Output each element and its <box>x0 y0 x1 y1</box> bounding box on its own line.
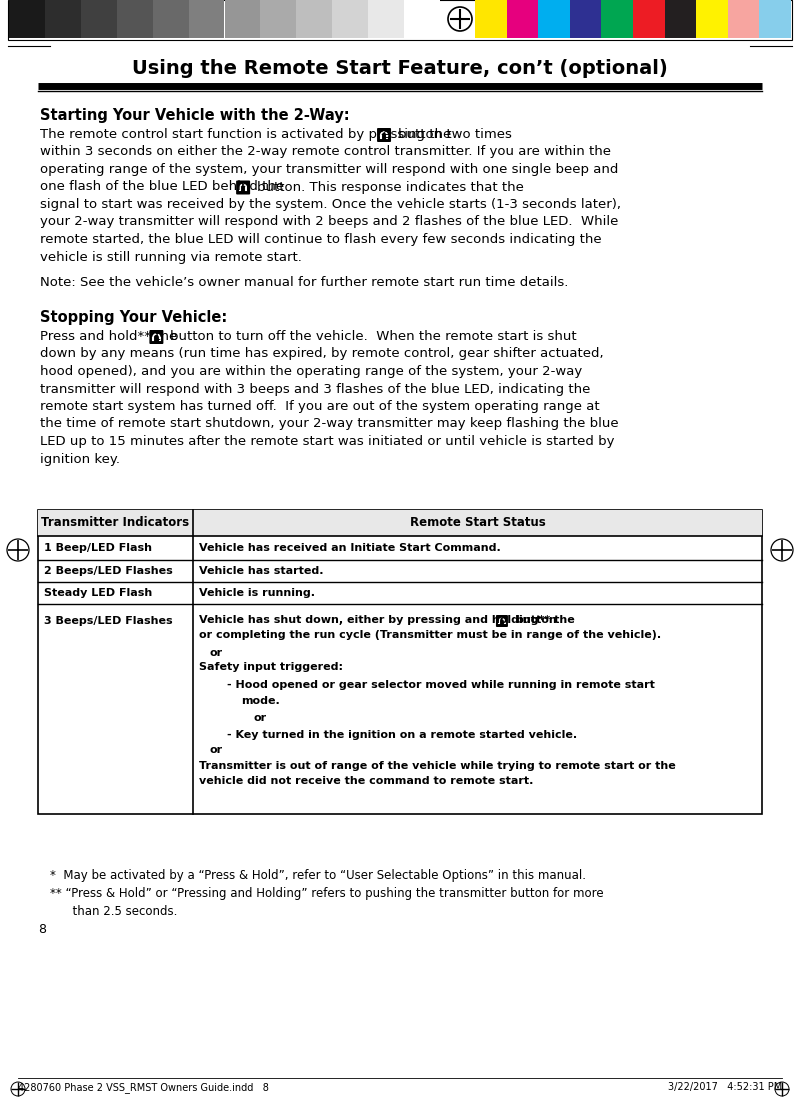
Text: signal to start was received by the system. Once the vehicle starts (1-3 seconds: signal to start was received by the syst… <box>40 198 621 211</box>
Text: transmitter will respond with 3 beeps and 3 flashes of the blue LED, indicating : transmitter will respond with 3 beeps an… <box>40 383 590 396</box>
Text: 3 Beeps/LED Flashes: 3 Beeps/LED Flashes <box>44 616 173 626</box>
Text: *  May be activated by a “Press & Hold”, refer to “User Selectable Options” in t: * May be activated by a “Press & Hold”, … <box>50 869 586 882</box>
Bar <box>225 0 261 39</box>
Text: one flash of the blue LED behind the: one flash of the blue LED behind the <box>40 180 284 194</box>
Bar <box>193 510 762 536</box>
Text: Transmitter Indicators: Transmitter Indicators <box>42 517 190 529</box>
Text: or completing the run cycle (Transmitter must be in range of the vehicle).: or completing the run cycle (Transmitter… <box>199 630 661 640</box>
Bar <box>368 0 404 39</box>
Text: mode.: mode. <box>241 695 280 705</box>
Text: ** “Press & Hold” or “Pressing and Holding” refers to pushing the transmitter bu: ** “Press & Hold” or “Pressing and Holdi… <box>50 887 604 900</box>
Text: - Hood opened or gear selector moved while running in remote start: - Hood opened or gear selector moved whi… <box>227 680 655 690</box>
Text: 2 Beeps/LED Flashes: 2 Beeps/LED Flashes <box>44 566 173 576</box>
Text: Remote Start Status: Remote Start Status <box>410 517 546 529</box>
Text: button two times: button two times <box>398 128 512 141</box>
Bar <box>332 0 368 39</box>
Bar <box>189 0 225 39</box>
FancyBboxPatch shape <box>377 128 391 142</box>
Bar <box>153 0 189 39</box>
Bar <box>117 0 153 39</box>
Text: operating range of the system, your transmitter will respond with one single bee: operating range of the system, your tran… <box>40 163 618 176</box>
FancyBboxPatch shape <box>150 330 163 344</box>
Text: LED up to 15 minutes after the remote start was initiated or until vehicle is st: LED up to 15 minutes after the remote st… <box>40 434 614 448</box>
Text: 3/22/2017   4:52:31 PM: 3/22/2017 4:52:31 PM <box>668 1082 782 1092</box>
Text: hood opened), and you are within the operating range of the system, your 2-way: hood opened), and you are within the ope… <box>40 365 582 378</box>
Bar <box>538 0 570 39</box>
Bar <box>570 0 602 39</box>
Text: Vehicle has started.: Vehicle has started. <box>199 566 323 576</box>
Bar <box>9 0 45 39</box>
Bar <box>665 0 696 39</box>
Bar <box>38 510 193 536</box>
Bar <box>45 0 81 39</box>
Text: Vehicle is running.: Vehicle is running. <box>199 588 315 598</box>
Bar <box>696 0 728 39</box>
Text: Press and hold** the: Press and hold** the <box>40 330 178 343</box>
Text: vehicle is still running via remote start.: vehicle is still running via remote star… <box>40 251 302 264</box>
Bar <box>728 0 759 39</box>
Text: or: or <box>209 648 222 658</box>
Text: the time of remote start shutdown, your 2-way transmitter may keep flashing the : the time of remote start shutdown, your … <box>40 418 618 430</box>
Text: or: or <box>209 745 222 756</box>
Bar <box>8 0 792 40</box>
Text: button. This response indicates that the: button. This response indicates that the <box>257 180 524 194</box>
Text: Using the Remote Start Feature, con’t (optional): Using the Remote Start Feature, con’t (o… <box>132 58 668 77</box>
FancyBboxPatch shape <box>236 180 250 195</box>
Bar <box>759 0 791 39</box>
Text: Starting Your Vehicle with the 2-Way:: Starting Your Vehicle with the 2-Way: <box>40 108 350 123</box>
Bar <box>506 0 538 39</box>
Text: - Key turned in the ignition on a remote started vehicle.: - Key turned in the ignition on a remote… <box>227 729 577 739</box>
Text: your 2-way transmitter will respond with 2 beeps and 2 flashes of the blue LED. : your 2-way transmitter will respond with… <box>40 216 618 229</box>
Text: Vehicle has received an Initiate Start Command.: Vehicle has received an Initiate Start C… <box>199 543 501 553</box>
Text: Safety input triggered:: Safety input triggered: <box>199 661 343 671</box>
Text: remote started, the blue LED will continue to flash every few seconds indicating: remote started, the blue LED will contin… <box>40 233 602 246</box>
Bar <box>261 0 296 39</box>
Text: Vehicle has shut down, either by pressing and holding** the: Vehicle has shut down, either by pressin… <box>199 615 574 625</box>
Text: within 3 seconds on either the 2-way remote control transmitter. If you are with: within 3 seconds on either the 2-way rem… <box>40 145 611 158</box>
Text: than 2.5 seconds.: than 2.5 seconds. <box>50 905 178 918</box>
Text: The remote control start function is activated by pressing the: The remote control start function is act… <box>40 128 451 141</box>
Bar <box>38 510 762 814</box>
Text: 8: 8 <box>38 923 46 936</box>
Text: down by any means (run time has expired, by remote control, gear shifter actuate: down by any means (run time has expired,… <box>40 348 604 361</box>
Text: 4280760 Phase 2 VSS_RMST Owners Guide.indd   8: 4280760 Phase 2 VSS_RMST Owners Guide.in… <box>18 1082 269 1093</box>
Text: Stopping Your Vehicle:: Stopping Your Vehicle: <box>40 310 227 324</box>
Text: button to turn off the vehicle.  When the remote start is shut: button to turn off the vehicle. When the… <box>170 330 577 343</box>
Text: Note: See the vehicle’s owner manual for further remote start run time details.: Note: See the vehicle’s owner manual for… <box>40 276 568 289</box>
Text: vehicle did not receive the command to remote start.: vehicle did not receive the command to r… <box>199 777 534 786</box>
Bar <box>475 0 506 39</box>
Bar <box>296 0 332 39</box>
Text: Transmitter is out of range of the vehicle while trying to remote start or the: Transmitter is out of range of the vehic… <box>199 761 676 771</box>
FancyBboxPatch shape <box>496 615 508 627</box>
Bar <box>81 0 117 39</box>
Text: or: or <box>254 713 267 723</box>
Text: remote start system has turned off.  If you are out of the system operating rang: remote start system has turned off. If y… <box>40 400 600 412</box>
Text: button: button <box>515 615 557 625</box>
Text: 1 Beep/LED Flash: 1 Beep/LED Flash <box>44 543 152 553</box>
Bar <box>602 0 633 39</box>
Text: ignition key.: ignition key. <box>40 452 120 465</box>
Bar <box>404 0 440 39</box>
Bar <box>633 0 665 39</box>
Text: Steady LED Flash: Steady LED Flash <box>44 588 152 598</box>
